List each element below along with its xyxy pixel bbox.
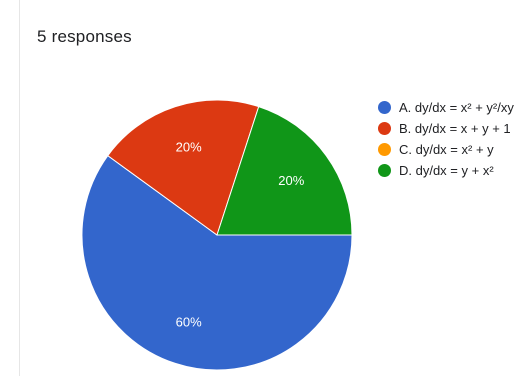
legend-label-a: A. dy/dx = x² + y²/xy [399, 100, 514, 115]
legend-swatch-d [378, 164, 391, 177]
chart-legend: A. dy/dx = x² + y²/xy B. dy/dx = x + y +… [378, 99, 527, 183]
pie-slice-label-d: 20% [278, 173, 304, 188]
legend-label-d: D. dy/dx = y + x² [399, 163, 494, 178]
legend-item-c[interactable]: C. dy/dx = x² + y [378, 141, 527, 158]
legend-swatch-c [378, 143, 391, 156]
pie-slice-label-a: 60% [176, 314, 202, 329]
legend-swatch-a [378, 101, 391, 114]
legend-label-c: C. dy/dx = x² + y [399, 142, 494, 157]
legend-item-b[interactable]: B. dy/dx = x + y + 1 [378, 120, 527, 137]
pie-slices [81, 99, 353, 371]
pie-slice-d[interactable] [216, 105, 353, 236]
pie-slice-labels: 60% 20% 20% [176, 140, 305, 330]
responses-count: 5 responses [37, 27, 132, 46]
legend-item-a[interactable]: A. dy/dx = x² + y²/xy [378, 99, 527, 116]
legend-label-b: B. dy/dx = x + y + 1 [399, 121, 511, 136]
pie-slice-b[interactable] [107, 99, 260, 236]
pie-slice-label-b: 20% [176, 140, 202, 155]
pie-slice-a[interactable] [81, 154, 353, 371]
legend-swatch-b [378, 122, 391, 135]
card-left-border [19, 0, 20, 376]
legend-item-d[interactable]: D. dy/dx = y + x² [378, 162, 527, 179]
